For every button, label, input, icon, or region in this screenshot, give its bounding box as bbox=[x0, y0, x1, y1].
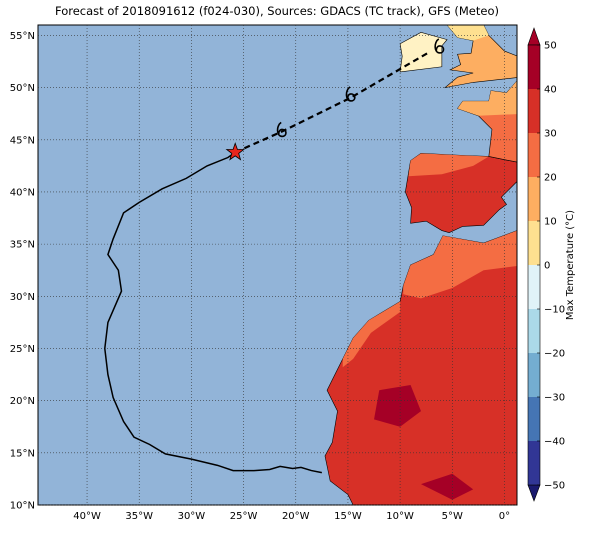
colorbar-band bbox=[528, 441, 540, 485]
colorbar-tick-label: 50 bbox=[544, 41, 557, 52]
britain bbox=[442, 25, 517, 88]
colorbar-tick-label: −20 bbox=[544, 349, 565, 360]
x-tick-label: 40°W bbox=[73, 511, 101, 522]
plot-frame bbox=[37, 24, 518, 506]
cyclone-symbol bbox=[345, 86, 356, 102]
map-title: Forecast of 2018091612 (f024-030), Sourc… bbox=[55, 4, 499, 18]
y-tick-label: 15°N bbox=[10, 448, 35, 459]
y-tick-label: 10°N bbox=[10, 501, 35, 512]
colorbar-extend bbox=[527, 27, 541, 46]
x-tick-label: 30°W bbox=[178, 511, 206, 522]
colorbar-tick-label: 40 bbox=[544, 85, 557, 96]
x-tick-label: 25°W bbox=[230, 511, 258, 522]
y-tick-label: 30°N bbox=[10, 292, 35, 303]
y-tick-label: 50°N bbox=[10, 83, 35, 94]
colorbar-extend bbox=[527, 484, 541, 502]
colorbar-tick-label: −30 bbox=[544, 393, 565, 404]
colorbar-band bbox=[528, 45, 540, 89]
colorbar-tick-label: 30 bbox=[544, 129, 557, 140]
colorbar-tick-label: 20 bbox=[544, 173, 557, 184]
colorbar-band bbox=[528, 89, 540, 133]
temp-zone bbox=[374, 385, 421, 427]
land-layer bbox=[325, 25, 517, 505]
temp-zone bbox=[408, 153, 489, 177]
colorbar-label: Max Temperature (°C) bbox=[565, 210, 576, 320]
temp-zone bbox=[403, 230, 517, 299]
y-tick-label: 45°N bbox=[10, 135, 35, 146]
colorbar-tick-label: −10 bbox=[544, 305, 565, 316]
colorbar-tick-label: 10 bbox=[544, 217, 557, 228]
colorbar-band bbox=[528, 265, 540, 309]
cyclone-symbol bbox=[434, 38, 445, 54]
observed-track bbox=[104, 151, 322, 474]
y-tick-label: 20°N bbox=[10, 396, 35, 407]
current-position bbox=[225, 142, 245, 161]
y-tick-label: 35°N bbox=[10, 240, 35, 251]
temp-zone bbox=[447, 25, 489, 41]
x-tick-label: 35°W bbox=[125, 511, 153, 522]
temp-zone bbox=[457, 80, 517, 116]
x-tick-label: 10°W bbox=[386, 511, 414, 522]
colorbar-band bbox=[528, 397, 540, 441]
colorbar-tick-label: −50 bbox=[544, 481, 565, 492]
colorbar-band bbox=[528, 353, 540, 397]
cyclone-symbol bbox=[276, 121, 287, 138]
forecast-track bbox=[234, 51, 430, 154]
temp-zone bbox=[342, 301, 401, 368]
y-tick-label: 55°N bbox=[10, 31, 35, 42]
x-tick-label: 0° bbox=[499, 511, 510, 522]
y-tick-label: 25°N bbox=[10, 344, 35, 355]
x-tick-label: 5°W bbox=[442, 511, 463, 522]
colorbar-tick-label: 0 bbox=[544, 261, 550, 272]
colorbar-band bbox=[528, 221, 540, 265]
x-tick-label: 20°W bbox=[282, 511, 310, 522]
x-tick-label: 15°W bbox=[334, 511, 362, 522]
colorbar-band bbox=[528, 309, 540, 353]
colorbar-tick-label: −40 bbox=[544, 437, 565, 448]
land bbox=[325, 25, 517, 505]
temp-zone bbox=[420, 473, 474, 500]
colorbar-band bbox=[528, 177, 540, 221]
colorbar-band bbox=[528, 133, 540, 177]
y-tick-label: 40°N bbox=[10, 187, 35, 198]
